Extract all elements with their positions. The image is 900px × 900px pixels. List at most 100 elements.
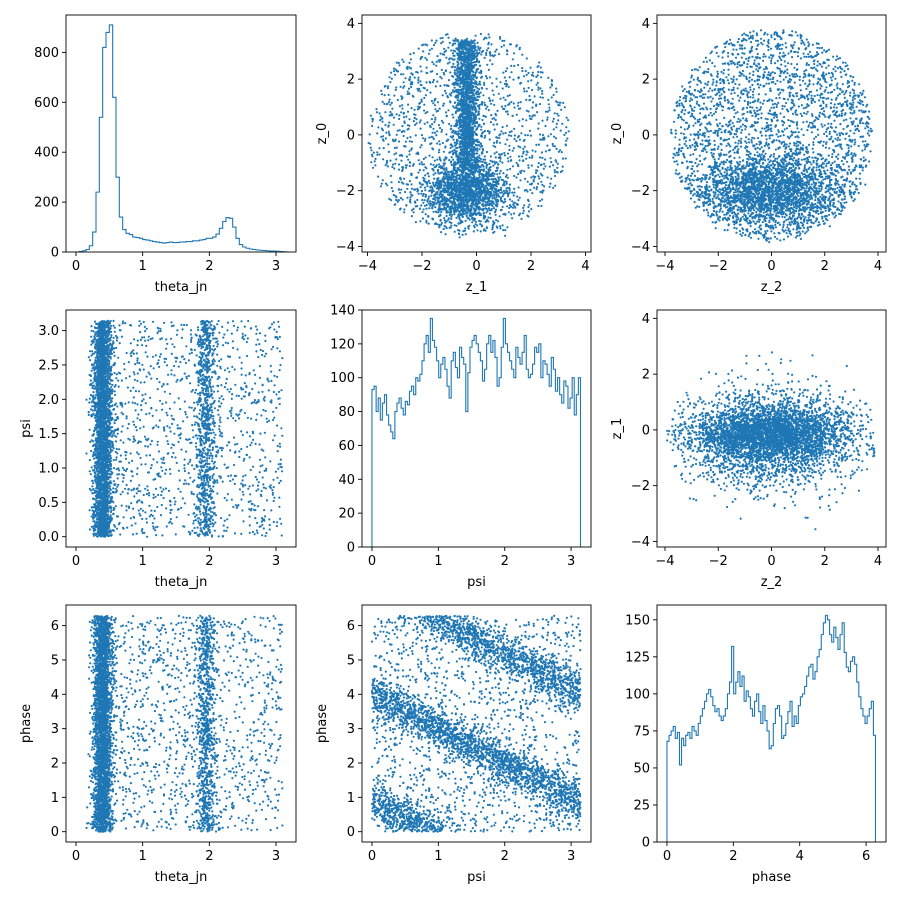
scatter-point: [450, 49, 453, 52]
scatter-point: [448, 41, 451, 45]
scatter-point: [458, 41, 461, 44]
scatter-point: [433, 104, 436, 107]
scatter-point: [464, 187, 467, 190]
scatter-point: [527, 86, 530, 89]
scatter-point: [499, 37, 502, 40]
scatter-point: [392, 139, 395, 142]
scatter-point: [456, 66, 459, 69]
scatter-point: [407, 158, 410, 161]
scatter-point: [405, 155, 408, 158]
scatter-point: [441, 194, 444, 197]
scatter-point: [447, 79, 451, 82]
scatter-point: [476, 229, 479, 232]
scatter-point: [470, 137, 473, 140]
scatter-point: [437, 208, 440, 211]
scatter-point: [458, 217, 461, 220]
scatter-point: [500, 105, 504, 108]
scatter-point: [515, 44, 519, 47]
scatter-point: [387, 150, 390, 153]
scatter-point: [461, 181, 464, 184]
scatter-point: [474, 92, 477, 95]
scatter-point: [537, 182, 540, 185]
scatter-point: [531, 149, 534, 152]
scatter-point: [776, 237, 779, 240]
scatter-point: [468, 71, 471, 74]
scatter-point: [437, 124, 440, 127]
scatter-point: [402, 182, 405, 185]
scatter-point: [489, 121, 492, 124]
scatter-point: [406, 137, 409, 140]
scatter-point: [478, 156, 481, 159]
scatter-point: [455, 146, 458, 149]
scatter-point: [697, 137, 700, 140]
scatter-point: [781, 43, 784, 46]
scatter-point: [551, 120, 555, 123]
scatter-point: [543, 137, 546, 141]
scatter-point: [516, 195, 519, 198]
scatter-point: [508, 131, 511, 134]
scatter-point: [459, 191, 462, 194]
scatter-point: [388, 134, 391, 137]
scatter-point: [456, 60, 459, 63]
scatter-point: [531, 71, 534, 74]
scatter-point: [519, 171, 522, 175]
scatter-point: [433, 159, 436, 162]
scatter-point: [424, 189, 427, 192]
scatter-point: [410, 187, 413, 190]
scatter-point: [440, 223, 443, 226]
scatter-point: [489, 59, 492, 62]
scatter-point: [515, 176, 518, 179]
scatter-point: [472, 153, 476, 156]
scatter-point: [463, 212, 466, 216]
scatter-point: [457, 193, 461, 196]
scatter-point: [561, 157, 565, 160]
scatter-point: [493, 103, 496, 106]
scatter-point: [536, 74, 539, 77]
scatter-point: [442, 150, 445, 153]
scatter-point: [487, 171, 490, 174]
scatter-point: [401, 169, 404, 173]
scatter-point: [812, 159, 815, 162]
scatter-point: [525, 157, 528, 160]
scatter-point: [506, 138, 509, 141]
scatter-point: [408, 61, 411, 64]
scatter-point: [457, 120, 460, 123]
scatter-point: [470, 66, 473, 69]
scatter-point: [388, 121, 391, 124]
scatter-point: [476, 41, 479, 45]
scatter-point: [434, 210, 438, 213]
scatter-point: [496, 136, 499, 139]
scatter-point: [497, 156, 500, 159]
scatter-point: [525, 109, 529, 112]
scatter-point: [495, 114, 498, 117]
scatter-point: [370, 153, 374, 156]
scatter-point: [460, 188, 463, 192]
scatter-point: [381, 100, 384, 103]
scatter-point: [477, 45, 480, 48]
scatter-point: [424, 174, 427, 177]
scatter-point: [460, 95, 463, 98]
scatter-point: [513, 134, 517, 137]
scatter-point: [751, 55, 754, 58]
scatter-point: [468, 214, 471, 217]
scatter-point: [458, 92, 461, 95]
scatter-point: [551, 142, 554, 146]
scatter-point: [448, 151, 451, 154]
scatter-point: [419, 220, 422, 223]
scatter-point: [471, 101, 474, 104]
scatter-point: [434, 98, 437, 101]
scatter-point: [395, 146, 398, 149]
scatter-point: [534, 171, 538, 174]
scatter-point: [525, 98, 528, 101]
scatter-point: [494, 50, 497, 53]
scatter-point: [433, 121, 436, 124]
scatter-point: [821, 193, 824, 196]
scatter-point: [469, 131, 473, 134]
scatter-point: [455, 105, 458, 108]
scatter-point: [465, 66, 468, 69]
scatter-point: [737, 139, 741, 142]
scatter-point: [513, 127, 516, 130]
scatter-point: [468, 59, 471, 62]
scatter-point: [401, 166, 404, 169]
scatter-point: [468, 168, 471, 171]
